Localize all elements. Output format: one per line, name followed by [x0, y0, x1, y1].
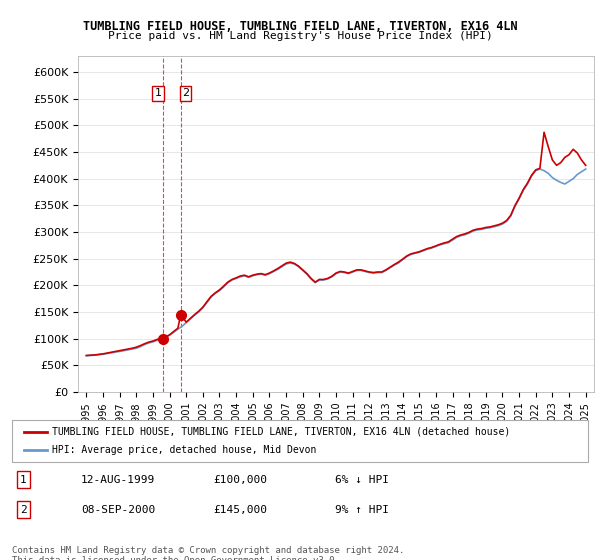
Text: TUMBLING FIELD HOUSE, TUMBLING FIELD LANE, TIVERTON, EX16 4LN (detached house): TUMBLING FIELD HOUSE, TUMBLING FIELD LAN… [52, 427, 511, 437]
Text: 08-SEP-2000: 08-SEP-2000 [81, 505, 155, 515]
FancyBboxPatch shape [12, 420, 588, 462]
Text: TUMBLING FIELD HOUSE, TUMBLING FIELD LANE, TIVERTON, EX16 4LN: TUMBLING FIELD HOUSE, TUMBLING FIELD LAN… [83, 20, 517, 32]
Text: HPI: Average price, detached house, Mid Devon: HPI: Average price, detached house, Mid … [52, 445, 317, 455]
Text: 1: 1 [20, 474, 27, 484]
Text: 12-AUG-1999: 12-AUG-1999 [81, 474, 155, 484]
Text: 2: 2 [20, 505, 27, 515]
Text: Contains HM Land Registry data © Crown copyright and database right 2024.
This d: Contains HM Land Registry data © Crown c… [12, 546, 404, 560]
Text: £145,000: £145,000 [214, 505, 268, 515]
Text: 9% ↑ HPI: 9% ↑ HPI [335, 505, 389, 515]
Text: Price paid vs. HM Land Registry's House Price Index (HPI): Price paid vs. HM Land Registry's House … [107, 31, 493, 41]
Text: 1: 1 [155, 88, 161, 99]
Text: 2: 2 [182, 88, 189, 99]
Text: 6% ↓ HPI: 6% ↓ HPI [335, 474, 389, 484]
Text: £100,000: £100,000 [214, 474, 268, 484]
